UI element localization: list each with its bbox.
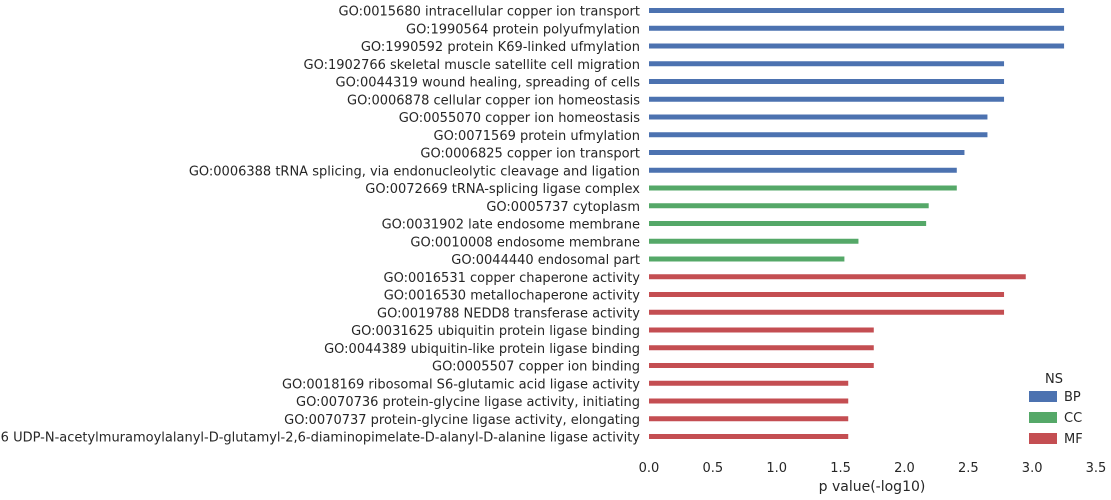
x-tick-label: 1.0 [766,461,787,476]
bar-mf [649,416,849,422]
category-label: GO:0010008 endosome membrane [410,235,640,250]
legend-title: NS [1045,372,1063,387]
category-label: GO:0070737 protein-glycine ligase activi… [284,413,640,428]
x-axis-title: p value(-log10) [819,479,926,495]
x-tick-label: 3.0 [1022,461,1043,476]
category-label: GO:0044440 endosomal part [451,253,640,268]
bar-cc [649,238,859,244]
bar-bp [649,61,1005,67]
bar-mf [649,274,1026,280]
bar-cc [649,203,929,209]
category-label: GO:0005507 copper ion binding [432,360,640,375]
category-label: GO:0016530 metallochaperone activity [384,289,641,304]
bar-cc [649,256,845,262]
category-label: GO:0055070 copper ion homeostasis [399,111,641,126]
bar-bp [649,25,1065,31]
bar-bp [649,132,988,138]
bar-mf [649,363,874,368]
category-label: GO:0044389 ubiquitin-like protein ligase… [324,342,640,357]
category-label: GO:0015680 intracellular copper ion tran… [339,5,641,20]
x-tick-label: 0.5 [703,461,724,476]
category-label: GO:0005737 cytoplasm [486,200,640,215]
category-labels: GO:0015680 intracellular copper ion tran… [0,5,640,446]
bars-layer [649,8,1065,439]
bar-mf [649,345,874,351]
category-label: GO:0018169 ribosomal S6-glutamic acid li… [282,377,640,392]
legend-swatch-bp [1029,391,1057,402]
bar-mf [649,327,874,333]
bar-mf [649,309,1005,315]
category-label: GO:0031625 ubiquitin protein ligase bind… [351,324,640,339]
x-axis-ticks: 0.0 0.5 1.0 1.5 2.0 2.5 3.0 3.5 [639,461,1107,476]
bar-bp [649,43,1065,49]
bar-bp [649,150,965,155]
bar-bp [649,167,957,173]
category-label: GO:1902766 skeletal muscle satellite cel… [304,58,640,73]
bar-mf [649,434,849,439]
bar-mf [649,398,849,404]
legend-swatch-cc [1029,412,1057,423]
category-label: GO:1990564 protein polyufmylation [406,22,640,37]
legend-swatch-mf [1029,433,1057,444]
category-label: GO:0070736 protein-glycine ligase activi… [296,395,640,410]
bar-bp [649,79,1005,84]
bar-cc [649,221,927,226]
bar-bp [649,96,1005,102]
category-label: GO:0031902 late endosome membrane [382,218,640,233]
x-tick-label: 3.5 [1086,461,1107,476]
category-label: GO:0006388 tRNA splicing, via endonucleo… [189,164,640,179]
legend-label-bp: BP [1064,390,1081,405]
x-tick-label: 0.0 [639,461,660,476]
x-tick-label: 1.5 [830,461,851,476]
x-tick-label: 2.0 [894,461,915,476]
bar-bp [649,114,988,120]
category-label: GO:0072669 tRNA-splicing ligase complex [365,182,640,197]
category-label: GO:0016531 copper chaperone activity [384,271,641,286]
category-label: GO:0044319 wound healing, spreading of c… [336,76,641,91]
bar-bp [649,8,1065,13]
bar-mf [649,380,849,386]
category-label: GO:0008766 UDP-N-acetylmuramoylalanyl-D-… [0,431,640,446]
bar-mf [649,292,1005,297]
category-label: GO:0019788 NEDD8 transferase activity [377,306,640,321]
legend-label-mf: MF [1064,432,1083,447]
bar-cc [649,185,957,191]
legend: NS BP CC MF [1029,372,1083,447]
category-label: GO:1990592 protein K69-linked ufmylation [361,40,640,55]
x-tick-label: 2.5 [958,461,979,476]
legend-label-cc: CC [1064,411,1082,426]
category-label: GO:0006825 copper ion transport [420,147,640,162]
category-label: GO:0071569 protein ufmylation [434,129,640,144]
category-label: GO:0006878 cellular copper ion homeostas… [347,93,640,108]
